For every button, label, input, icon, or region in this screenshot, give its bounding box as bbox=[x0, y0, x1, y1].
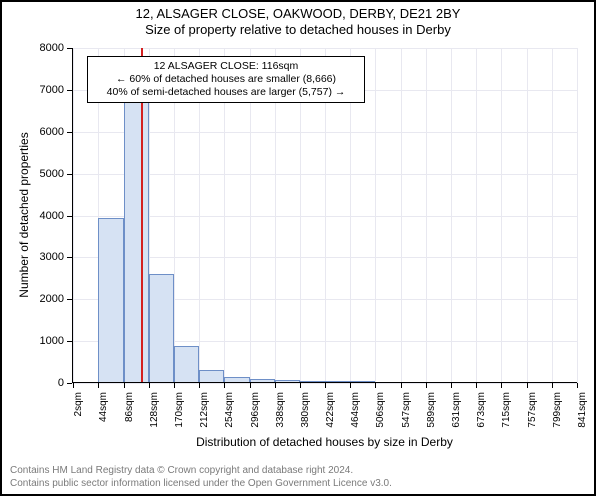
xtick-mark bbox=[476, 383, 477, 388]
xtick-label: 673sqm bbox=[476, 392, 487, 452]
y-axis-line bbox=[72, 48, 73, 383]
xtick-mark bbox=[375, 383, 376, 388]
xtick-label: 506sqm bbox=[375, 392, 386, 452]
grid-line-v bbox=[577, 48, 578, 383]
xtick-label: 799sqm bbox=[552, 392, 563, 452]
xtick-label: 631sqm bbox=[451, 392, 462, 452]
ytick-mark bbox=[67, 299, 72, 300]
ytick-mark bbox=[67, 216, 72, 217]
xtick-label: 86sqm bbox=[124, 392, 135, 452]
xtick-label: 296sqm bbox=[250, 392, 261, 452]
xtick-label: 2sqm bbox=[73, 392, 84, 452]
histogram-bar bbox=[98, 218, 123, 383]
annotation-line-1: 12 ALSAGER CLOSE: 116sqm bbox=[94, 60, 358, 73]
chart-title-main: 12, ALSAGER CLOSE, OAKWOOD, DERBY, DE21 … bbox=[2, 6, 594, 21]
xtick-label: 715sqm bbox=[501, 392, 512, 452]
xtick-mark bbox=[300, 383, 301, 388]
xtick-mark bbox=[401, 383, 402, 388]
ytick-mark bbox=[67, 132, 72, 133]
histogram-bar bbox=[124, 100, 149, 383]
xtick-label: 547sqm bbox=[401, 392, 412, 452]
ytick-mark bbox=[67, 257, 72, 258]
xtick-mark bbox=[250, 383, 251, 388]
xtick-label: 464sqm bbox=[350, 392, 361, 452]
xtick-label: 170sqm bbox=[174, 392, 185, 452]
xtick-label: 380sqm bbox=[300, 392, 311, 452]
xtick-mark bbox=[527, 383, 528, 388]
xtick-label: 254sqm bbox=[224, 392, 235, 452]
chart-title-sub: Size of property relative to detached ho… bbox=[2, 22, 594, 37]
xtick-mark bbox=[426, 383, 427, 388]
xtick-mark bbox=[275, 383, 276, 388]
ytick-label: 6000 bbox=[30, 126, 64, 138]
xtick-mark bbox=[501, 383, 502, 388]
footer-line-2: Contains public sector information licen… bbox=[10, 477, 392, 490]
xtick-mark bbox=[149, 383, 150, 388]
ytick-mark bbox=[67, 174, 72, 175]
ytick-mark bbox=[67, 341, 72, 342]
xtick-label: 128sqm bbox=[149, 392, 160, 452]
chart-container: 12, ALSAGER CLOSE, OAKWOOD, DERBY, DE21 … bbox=[0, 0, 596, 496]
grid-line-v bbox=[375, 48, 376, 383]
grid-line-v bbox=[501, 48, 502, 383]
xtick-mark bbox=[577, 383, 578, 388]
xtick-label: 589sqm bbox=[426, 392, 437, 452]
annotation-line-3: 40% of semi-detached houses are larger (… bbox=[94, 86, 358, 99]
xtick-mark bbox=[124, 383, 125, 388]
xtick-label: 44sqm bbox=[98, 392, 109, 452]
ytick-label: 5000 bbox=[30, 168, 64, 180]
xtick-label: 422sqm bbox=[325, 392, 336, 452]
grid-line-v bbox=[552, 48, 553, 383]
xtick-mark bbox=[350, 383, 351, 388]
ytick-mark bbox=[67, 90, 72, 91]
xtick-mark bbox=[552, 383, 553, 388]
xtick-label: 841sqm bbox=[577, 392, 588, 452]
xtick-mark bbox=[199, 383, 200, 388]
xtick-mark bbox=[174, 383, 175, 388]
ytick-label: 1000 bbox=[30, 335, 64, 347]
xtick-mark bbox=[451, 383, 452, 388]
xtick-mark bbox=[224, 383, 225, 388]
grid-line-v bbox=[527, 48, 528, 383]
ytick-label: 2000 bbox=[30, 293, 64, 305]
ytick-label: 3000 bbox=[30, 251, 64, 263]
grid-line-v bbox=[73, 48, 74, 383]
xtick-label: 757sqm bbox=[527, 392, 538, 452]
grid-line-v bbox=[426, 48, 427, 383]
annotation-box: 12 ALSAGER CLOSE: 116sqm← 60% of detache… bbox=[87, 56, 365, 103]
xtick-mark bbox=[325, 383, 326, 388]
ytick-label: 8000 bbox=[30, 42, 64, 54]
footer-attribution: Contains HM Land Registry data © Crown c… bbox=[10, 464, 392, 490]
xtick-label: 338sqm bbox=[275, 392, 286, 452]
grid-line-v bbox=[401, 48, 402, 383]
ytick-label: 0 bbox=[30, 377, 64, 389]
y-axis-label: Number of detached properties bbox=[17, 125, 31, 305]
grid-line-v bbox=[476, 48, 477, 383]
ytick-label: 7000 bbox=[30, 84, 64, 96]
ytick-label: 4000 bbox=[30, 210, 64, 222]
xtick-mark bbox=[98, 383, 99, 388]
xtick-mark bbox=[73, 383, 74, 388]
footer-line-1: Contains HM Land Registry data © Crown c… bbox=[10, 464, 392, 477]
annotation-line-2: ← 60% of detached houses are smaller (8,… bbox=[94, 73, 358, 86]
histogram-bar bbox=[149, 274, 174, 383]
ytick-mark bbox=[67, 48, 72, 49]
grid-line-v bbox=[451, 48, 452, 383]
xtick-label: 212sqm bbox=[199, 392, 210, 452]
histogram-bar bbox=[174, 346, 199, 383]
ytick-mark bbox=[67, 383, 72, 384]
